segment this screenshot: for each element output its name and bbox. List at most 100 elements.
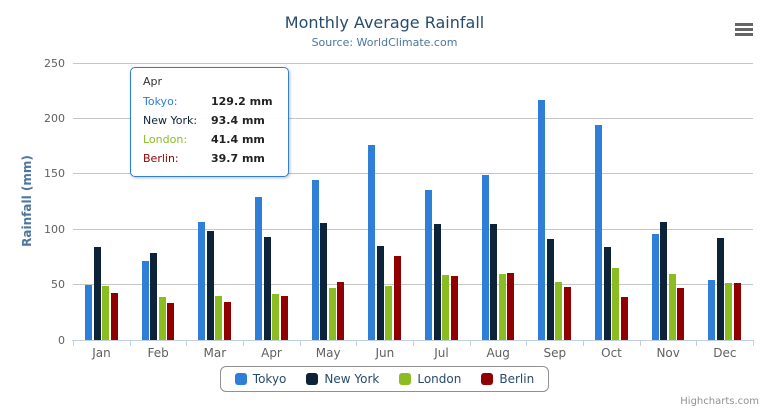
- bar-new-york-dec[interactable]: [716, 237, 724, 340]
- plot-area: [73, 62, 753, 340]
- bar-tokyo-jun[interactable]: [368, 144, 376, 340]
- bar-berlin-oct[interactable]: [620, 296, 628, 340]
- bar-london-dec[interactable]: [725, 283, 733, 340]
- bar-tokyo-nov[interactable]: [651, 234, 659, 340]
- bar-london-feb[interactable]: [158, 297, 166, 340]
- bar-tokyo-jul[interactable]: [425, 189, 433, 340]
- bar-london-may[interactable]: [328, 287, 336, 340]
- bar-tokyo-oct[interactable]: [595, 124, 603, 340]
- bar-london-nov[interactable]: [668, 274, 676, 340]
- bar-london-jun[interactable]: [385, 286, 393, 340]
- bar-berlin-may[interactable]: [337, 281, 345, 340]
- y-axis-label-250: 250: [44, 56, 65, 70]
- tooltip-series-label: London:: [143, 133, 188, 146]
- x-axis-label-aug: Aug: [486, 346, 510, 360]
- bar-berlin-aug[interactable]: [507, 273, 515, 340]
- tooltip-series-value: 39.7 mm: [211, 152, 265, 165]
- legend-swatch-icon: [306, 373, 319, 385]
- bar-tokyo-aug[interactable]: [481, 175, 489, 340]
- bar-new-york-jul[interactable]: [433, 223, 441, 340]
- legend-swatch-icon: [234, 373, 247, 385]
- hamburger-icon: [735, 27, 753, 31]
- bar-london-sep[interactable]: [555, 281, 563, 340]
- legend-item-berlin[interactable]: Berlin: [481, 372, 534, 386]
- bar-new-york-nov[interactable]: [660, 221, 668, 340]
- legend-label: Berlin: [499, 372, 535, 386]
- x-axis-tick: [299, 341, 301, 346]
- y-axis-label-50: 50: [51, 278, 65, 292]
- bar-new-york-jun[interactable]: [376, 246, 384, 340]
- x-axis-label-oct: Oct: [601, 346, 622, 360]
- legend-item-london[interactable]: London: [399, 372, 461, 386]
- bar-berlin-apr[interactable]: [280, 296, 288, 340]
- bar-tokyo-may[interactable]: [311, 180, 319, 340]
- bar-new-york-apr[interactable]: [263, 236, 271, 340]
- chart-title: Monthly Average Rainfall: [284, 13, 485, 32]
- legend: Tokyo New York London Berlin: [0, 366, 769, 392]
- x-axis-tick: [526, 341, 528, 346]
- bar-london-apr[interactable]: [272, 294, 280, 340]
- bar-berlin-mar[interactable]: [223, 301, 231, 340]
- bar-tokyo-sep[interactable]: [538, 100, 546, 340]
- gridline-100: [73, 228, 753, 230]
- x-axis-line: [72, 340, 754, 341]
- legend-item-tokyo[interactable]: Tokyo: [234, 372, 287, 386]
- gridline-50: [73, 284, 753, 286]
- bar-london-jan[interactable]: [102, 285, 110, 340]
- x-axis-label-nov: Nov: [656, 346, 680, 360]
- bar-tokyo-feb[interactable]: [141, 260, 149, 340]
- bar-new-york-aug[interactable]: [490, 224, 498, 340]
- tooltip-header: Apr: [143, 75, 163, 88]
- bar-tokyo-apr[interactable]: [255, 196, 263, 340]
- x-axis-tick: [356, 341, 358, 346]
- x-axis-label-mar: Mar: [203, 346, 227, 360]
- bar-tokyo-mar[interactable]: [198, 222, 206, 340]
- tooltip: Apr Tokyo: 129.2 mm New York: 93.4 mm Lond…: [130, 67, 289, 177]
- bar-london-oct[interactable]: [612, 267, 620, 340]
- bar-london-mar[interactable]: [215, 296, 223, 340]
- bar-berlin-jul[interactable]: [450, 276, 458, 340]
- tooltip-series-value: 129.2 mm: [211, 95, 273, 108]
- tooltip-series-value: 41.4 mm: [211, 133, 265, 146]
- bar-berlin-sep[interactable]: [563, 287, 571, 340]
- chart-subtitle: Source: WorldClimate.com: [311, 36, 458, 49]
- bar-new-york-feb[interactable]: [150, 252, 158, 340]
- x-axis-tick: [73, 341, 74, 346]
- y-axis-label-200: 200: [44, 111, 65, 125]
- hamburger-icon: [735, 22, 753, 26]
- x-axis-tick: [753, 341, 754, 346]
- legend-item-new-york[interactable]: New York: [306, 372, 379, 386]
- bar-new-york-sep[interactable]: [546, 238, 554, 340]
- legend-label: New York: [324, 372, 380, 386]
- x-axis-tick: [413, 341, 414, 346]
- bar-london-aug[interactable]: [498, 273, 506, 340]
- bar-new-york-mar[interactable]: [206, 230, 214, 340]
- gridline-250: [73, 62, 753, 64]
- bar-berlin-jun[interactable]: [393, 256, 401, 340]
- x-axis-tick: [469, 341, 471, 346]
- legend-label: Tokyo: [252, 372, 287, 386]
- legend-box: Tokyo New York London Berlin: [219, 366, 550, 392]
- bar-tokyo-dec[interactable]: [708, 279, 716, 340]
- bar-berlin-feb[interactable]: [167, 303, 175, 340]
- x-axis-label-jan: Jan: [92, 346, 111, 360]
- bar-berlin-nov[interactable]: [677, 288, 685, 340]
- bar-berlin-jan[interactable]: [110, 293, 118, 340]
- bar-tokyo-jan[interactable]: [85, 284, 93, 340]
- gridline-150: [73, 173, 753, 175]
- bar-new-york-oct[interactable]: [603, 247, 611, 340]
- bar-new-york-may[interactable]: [320, 222, 328, 340]
- x-axis-tick: [129, 341, 131, 346]
- tooltip-row-london: London: 41.4 mm: [143, 130, 278, 149]
- tooltip-row-berlin: Berlin: 39.7 mm: [143, 149, 278, 168]
- bar-london-jul[interactable]: [442, 274, 450, 340]
- x-axis-tick: [696, 341, 698, 346]
- context-menu-button[interactable]: [731, 18, 757, 40]
- bar-new-york-jan[interactable]: [93, 247, 101, 340]
- x-axis-tick: [243, 341, 244, 346]
- y-axis-label-100: 100: [44, 222, 65, 236]
- x-axis-label-may: May: [315, 346, 341, 360]
- bar-berlin-dec[interactable]: [733, 283, 741, 340]
- highcharts-credit-link[interactable]: Highcharts.com: [680, 396, 759, 407]
